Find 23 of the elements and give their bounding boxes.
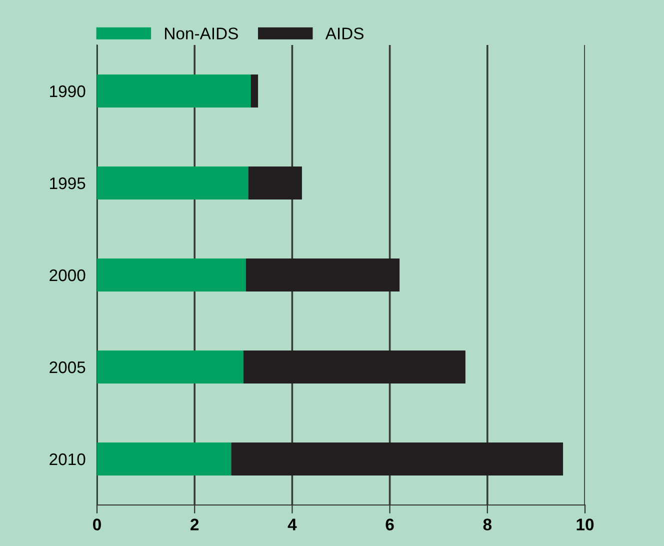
x-tick-label: 4	[288, 518, 297, 530]
bar	[97, 442, 232, 476]
bar	[243, 350, 466, 384]
x-tick-label: 2	[190, 518, 199, 530]
y-tick-label: 2010	[50, 453, 86, 466]
legend-label: AIDS	[325, 28, 364, 40]
x-tick-label: 0	[93, 518, 101, 530]
x-tick-label: 10	[576, 518, 594, 530]
bar	[97, 258, 246, 292]
bar	[97, 74, 251, 108]
y-tick-label: 2005	[50, 361, 86, 374]
x-tick-label: 8	[483, 518, 492, 530]
bar	[250, 74, 258, 108]
bar	[97, 350, 244, 384]
bar	[246, 258, 400, 292]
legend-label: Non-AIDS	[165, 28, 238, 40]
bar	[248, 166, 302, 200]
x-tick-label: 6	[386, 518, 394, 530]
y-tick-label: 2000	[50, 269, 86, 282]
bar	[231, 442, 564, 476]
y-tick-label: 1995	[50, 177, 86, 190]
bar	[97, 166, 248, 200]
y-tick-label: 1990	[50, 85, 86, 98]
